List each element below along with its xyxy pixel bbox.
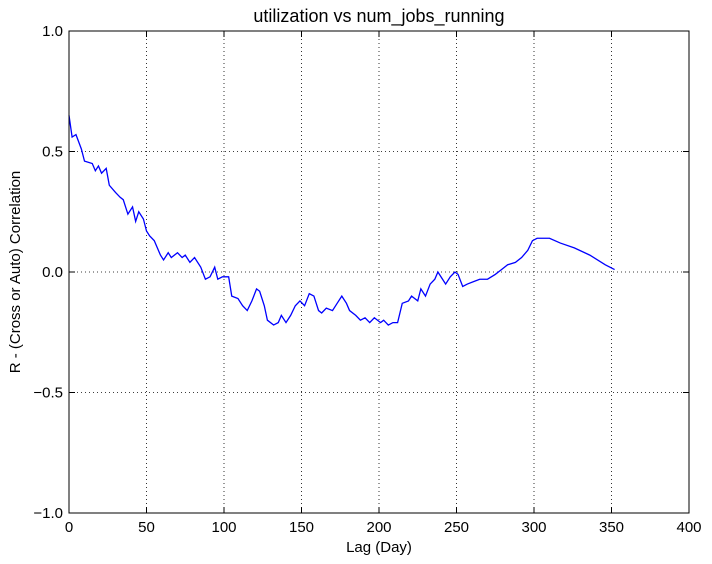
y-axis-label: R - (Cross or Auto) Correlation	[7, 171, 24, 374]
x-axis-label: Lag (Day)	[346, 539, 412, 556]
x-tick-label: 200	[366, 519, 391, 536]
x-tick-label: 300	[521, 519, 546, 536]
x-tick-label: 0	[65, 519, 73, 536]
y-tick-label: 1.0	[42, 23, 63, 40]
chart-title: utilization vs num_jobs_running	[253, 6, 504, 27]
plot-frame	[68, 30, 690, 514]
data-line	[68, 115, 615, 326]
y-tick-label: 0.5	[42, 144, 63, 161]
x-tick-label: 100	[211, 519, 236, 536]
x-tick-label: 150	[289, 519, 314, 536]
y-tick-label: −0.5	[33, 385, 63, 402]
x-tick-label: 50	[138, 519, 155, 536]
y-tick-label: 0.0	[42, 264, 63, 281]
x-tick-label: 250	[444, 519, 469, 536]
x-tick-label: 350	[599, 519, 624, 536]
x-tick-label: 400	[676, 519, 701, 536]
y-tick-label: −1.0	[33, 505, 63, 522]
